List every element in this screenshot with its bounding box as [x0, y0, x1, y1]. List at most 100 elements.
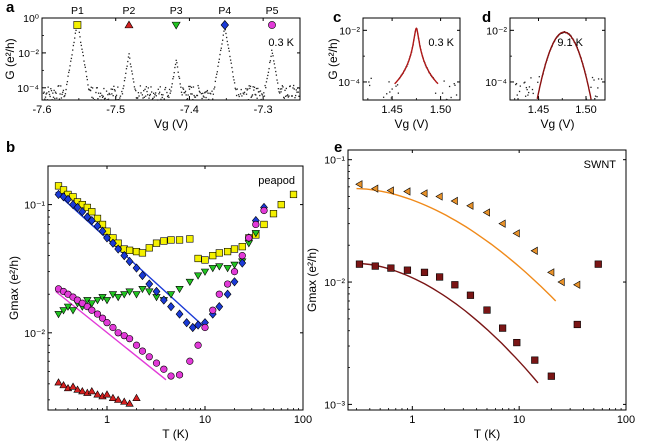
data-point	[85, 70, 87, 73]
series-2-point	[499, 324, 507, 332]
data-point	[45, 93, 47, 95]
panel-label: d	[482, 9, 491, 26]
data-point	[178, 75, 180, 78]
data-point	[261, 93, 263, 95]
series-p4-point	[138, 270, 147, 281]
data-point	[142, 97, 144, 99]
series-p4-point	[223, 289, 232, 299]
data-point	[269, 61, 271, 64]
series-p5-point	[260, 206, 268, 215]
data-point	[123, 79, 126, 82]
y-axis-label: G (e²/h)	[3, 38, 17, 79]
series-p1-point	[194, 254, 202, 263]
data-point	[268, 67, 270, 70]
series-p2-point	[93, 390, 102, 398]
data-point	[368, 81, 370, 83]
data-point	[185, 94, 187, 96]
series-p1-point	[88, 208, 96, 216]
series-p5-point	[138, 347, 147, 355]
data-point	[97, 92, 100, 94]
data-point	[396, 84, 399, 86]
series-1-point	[355, 180, 363, 189]
series-p4-point	[73, 202, 82, 213]
data-point	[87, 88, 90, 90]
data-point	[532, 92, 534, 95]
x-tick-label: -7.5	[106, 104, 125, 116]
data-point	[198, 87, 200, 89]
data-point	[233, 82, 236, 84]
y-tick-label: 10⁻⁴	[338, 77, 360, 89]
peak-marker-p2	[124, 20, 134, 29]
axes-frame	[47, 165, 304, 411]
data-point	[147, 94, 149, 96]
data-point	[191, 93, 193, 95]
series-p5-point	[186, 357, 194, 365]
peak-label: P1	[71, 5, 84, 17]
data-point	[117, 86, 119, 88]
data-point	[538, 76, 540, 78]
series-p4-point	[93, 221, 102, 231]
data-point	[105, 90, 108, 92]
data-point	[189, 85, 191, 88]
data-point	[241, 95, 243, 97]
series-2-point	[513, 338, 521, 347]
series-p1-point	[145, 244, 153, 252]
y-tick-label: 10⁻²	[18, 48, 39, 60]
series-p3-point	[132, 291, 141, 299]
peak-marker-p1	[73, 21, 82, 29]
data-point	[397, 92, 400, 94]
data-point	[129, 63, 132, 65]
data-point	[235, 94, 238, 97]
series-1-point	[450, 196, 458, 206]
fit-curve	[356, 187, 557, 302]
series-1-point	[420, 189, 428, 198]
data-point	[528, 86, 531, 88]
data-point	[290, 95, 293, 97]
data-point	[112, 95, 114, 97]
data-point	[441, 92, 444, 94]
y-tick-label: 10⁻²	[339, 25, 360, 37]
series-p1-point	[230, 245, 239, 253]
data-point	[294, 94, 297, 97]
data-point	[182, 87, 184, 89]
data-point	[221, 43, 223, 45]
data-point	[152, 97, 154, 100]
data-point	[44, 96, 47, 98]
series-p3-point	[185, 278, 194, 287]
panel-d: 1.45 1.50 10⁻⁴ 10⁻² Vg (V) d 9.1 K	[482, 9, 606, 131]
series-2-point	[420, 268, 429, 276]
data-point	[203, 96, 205, 98]
data-point	[70, 57, 73, 60]
data-point	[207, 92, 209, 94]
data-point	[82, 51, 84, 53]
data-point	[253, 89, 255, 91]
data-point	[443, 80, 445, 82]
series-p2-point	[73, 385, 82, 393]
data-point	[594, 98, 596, 100]
data-point	[46, 92, 48, 94]
series-p5-point	[132, 341, 141, 349]
data-point	[60, 97, 63, 99]
data-point	[593, 79, 595, 81]
data-point	[84, 66, 86, 68]
data-point	[118, 99, 120, 101]
data-point	[250, 96, 252, 99]
data-point	[217, 65, 219, 67]
data-point	[127, 56, 130, 58]
peak-label: P5	[266, 5, 279, 17]
data-point	[163, 98, 165, 100]
series-p3-point	[223, 265, 232, 273]
data-point	[54, 97, 56, 100]
temperature-annotation: 9.1 K	[557, 37, 583, 49]
data-point	[87, 84, 89, 86]
data-point	[215, 76, 217, 79]
data-point	[450, 96, 452, 99]
data-point	[285, 95, 287, 97]
data-point	[390, 97, 393, 99]
data-point	[526, 88, 528, 91]
data-point	[136, 97, 138, 99]
series-1-point	[403, 187, 411, 196]
data-point	[193, 94, 195, 97]
fit-curve	[536, 31, 592, 100]
data-point	[99, 92, 102, 94]
